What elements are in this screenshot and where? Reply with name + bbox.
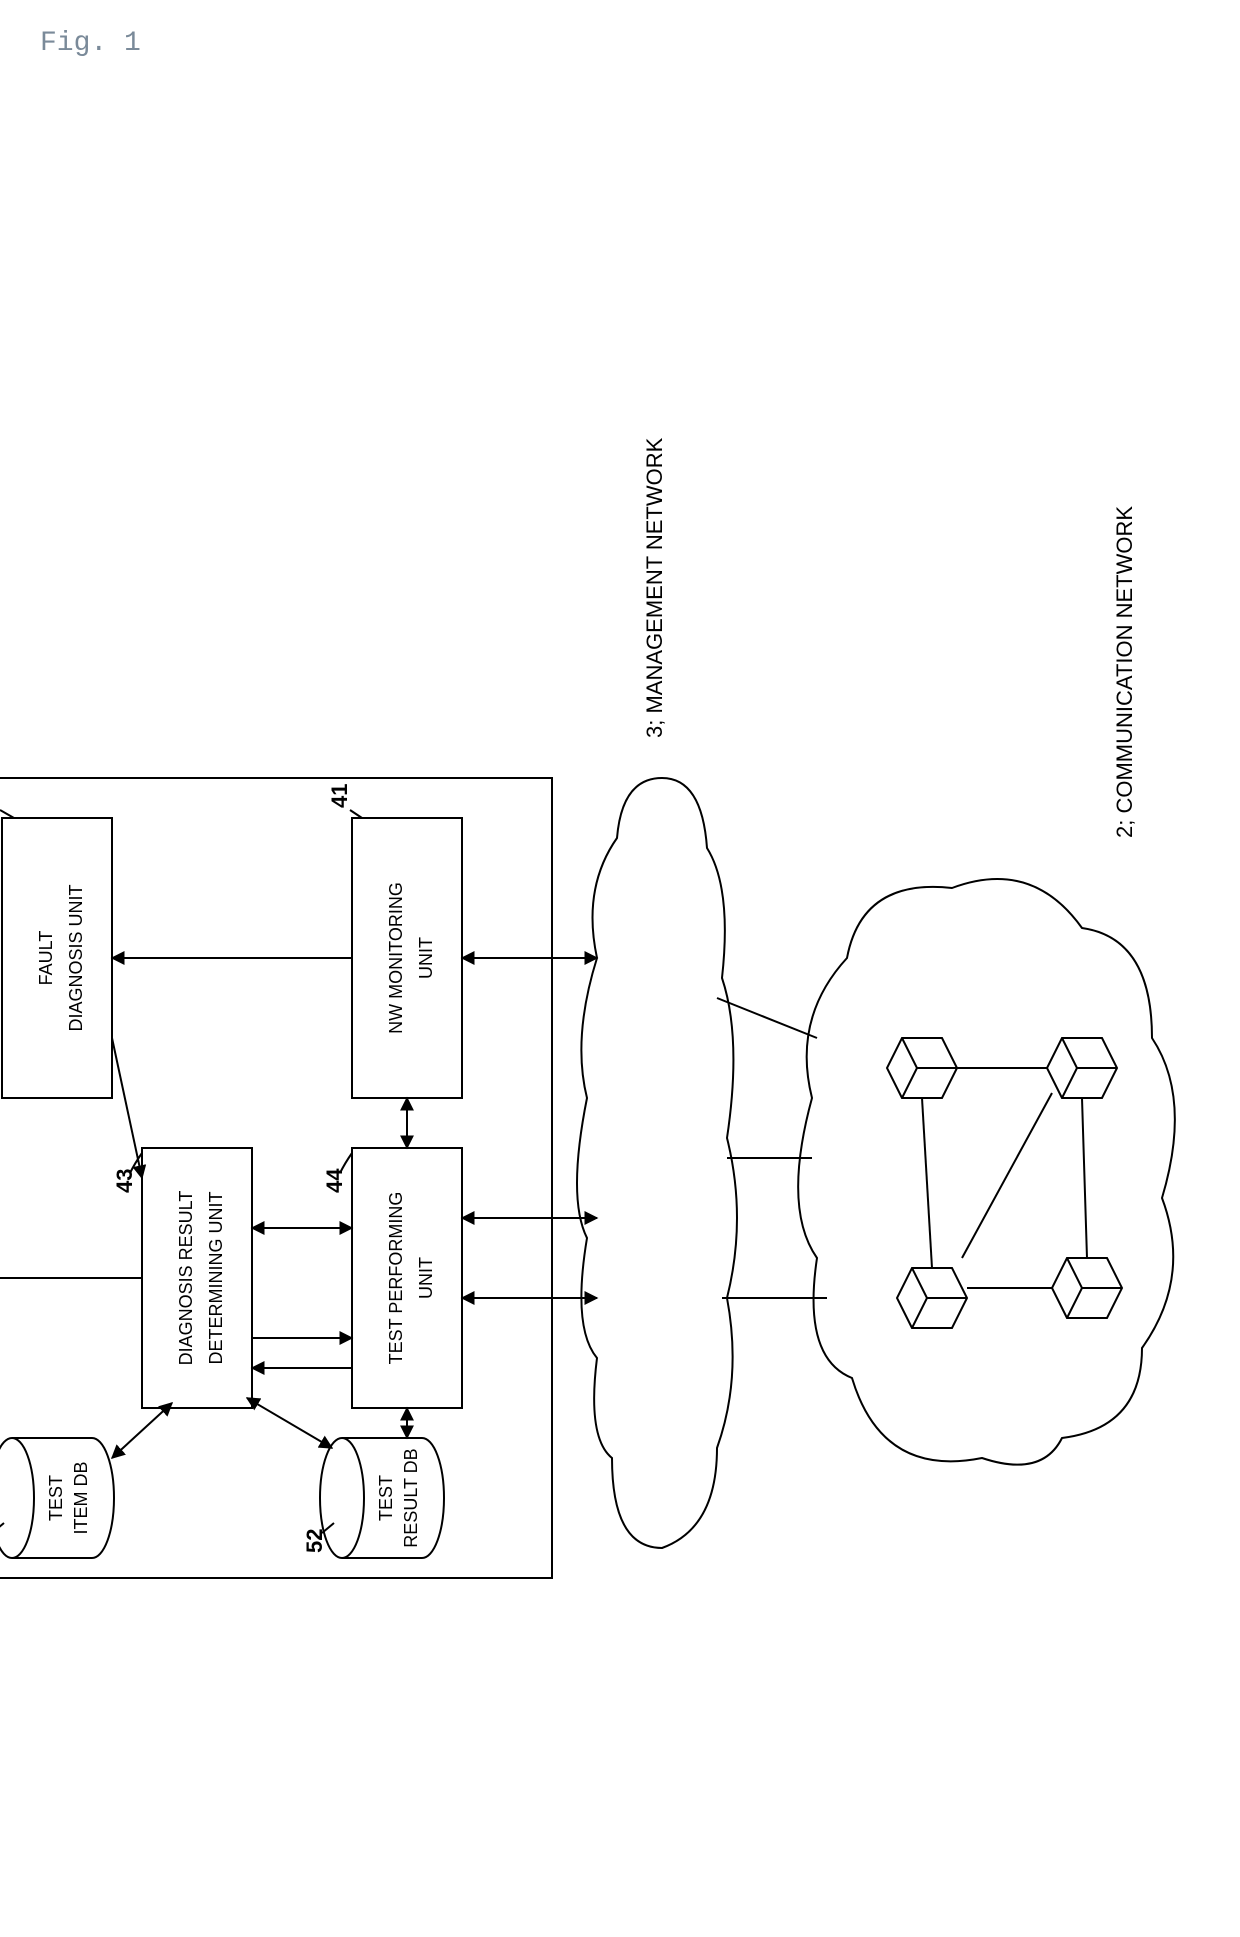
nw-monitoring-unit-label2: UNIT — [416, 937, 436, 979]
management-network-cloud — [577, 778, 737, 1548]
test-result-db-label1: TEST — [376, 1475, 396, 1521]
diagnosis-result-unit — [142, 1148, 252, 1408]
management-network-ref: 3; MANAGEMENT NETWORK — [642, 437, 667, 738]
diagnosis-result-label2: DETERMINING UNIT — [206, 1192, 226, 1365]
test-item-db: TEST ITEM DB — [0, 1438, 114, 1558]
diagram-canvas: Fig. 1 1 FAULT DIAGNOSIS APPARATUS 4 RES… — [0, 0, 1240, 1937]
diagram-rotated-group: 1 FAULT DIAGNOSIS APPARATUS 4 RESULT OUT… — [0, 437, 1175, 1578]
network-node-4 — [1047, 1038, 1117, 1098]
fault-diagnosis-unit-label2: DIAGNOSIS UNIT — [66, 884, 86, 1031]
nw-monitoring-unit — [352, 818, 462, 1098]
nw-monitoring-ref: 41 — [327, 784, 352, 808]
test-result-db: TEST RESULT DB — [320, 1438, 444, 1558]
test-item-db-label2: ITEM DB — [71, 1461, 91, 1534]
test-performing-ref: 44 — [322, 1168, 347, 1193]
arrow-fault-to-diagres — [112, 1038, 142, 1178]
test-performing-label1: TEST PERFORMING — [386, 1192, 406, 1365]
nw-monitoring-ref-leader — [350, 810, 362, 818]
network-node-1 — [897, 1268, 967, 1328]
fault-diagnosis-ref: 42 — [0, 784, 2, 808]
diagnosis-result-label1: DIAGNOSIS RESULT — [176, 1191, 196, 1366]
diagnosis-result-ref: 43 — [112, 1169, 137, 1193]
fault-diagnosis-ref-leader — [0, 810, 14, 818]
nw-monitoring-unit-label1: NW MONITORING — [386, 882, 406, 1034]
test-item-db-label1: TEST — [46, 1475, 66, 1521]
test-result-db-label2: RESULT DB — [401, 1448, 421, 1547]
arrow-testitem-diagres — [112, 1403, 172, 1458]
figure-label: Fig. 1 — [40, 28, 141, 59]
test-performing-label2: UNIT — [416, 1257, 436, 1299]
network-node-3 — [1052, 1258, 1122, 1318]
node-link-5 — [962, 1093, 1052, 1258]
test-item-db-ref-leader — [0, 1523, 4, 1533]
node-link-1 — [922, 1098, 932, 1268]
fault-diagnosis-unit-label1: FAULT — [36, 931, 56, 986]
communication-network-ref: 2; COMMUNICATION NETWORK — [1112, 506, 1137, 838]
fault-diagnosis-unit — [2, 818, 112, 1098]
arrow-testres-diagres — [247, 1398, 332, 1448]
node-link-3 — [1082, 1098, 1087, 1258]
network-node-2 — [887, 1038, 957, 1098]
test-performing-unit — [352, 1148, 462, 1408]
communication-network-cloud — [798, 879, 1175, 1465]
